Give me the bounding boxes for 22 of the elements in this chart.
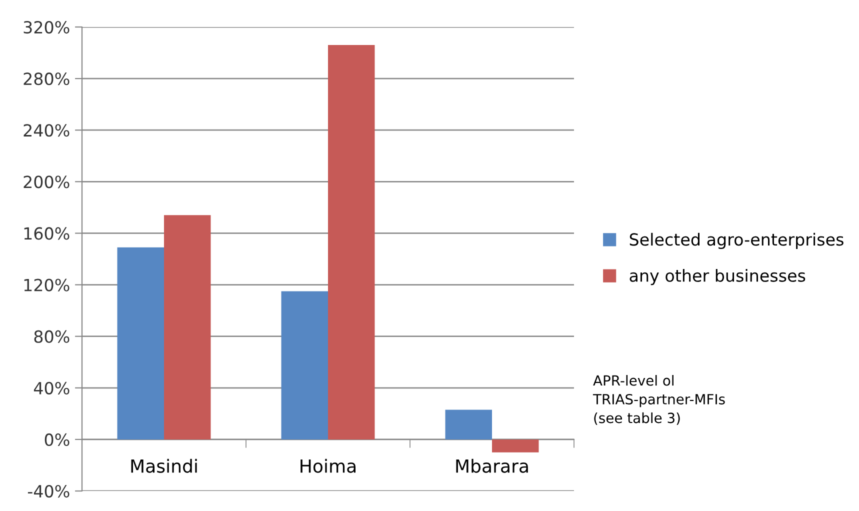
y-tick-label: 160% xyxy=(24,227,70,240)
y-tick-label: 40% xyxy=(34,382,70,394)
bar xyxy=(281,291,328,440)
y-tick-label: 0% xyxy=(44,433,70,446)
bar xyxy=(492,439,539,452)
bar xyxy=(328,45,375,440)
y-tick-label: 240% xyxy=(24,124,70,137)
y-tick-label: 80% xyxy=(34,330,70,343)
legend-label: Selected agro-enterprises xyxy=(630,232,844,249)
x-tick-label: Hoima xyxy=(300,458,356,473)
y-tick-label: 200% xyxy=(24,176,70,188)
x-tick-label: Mbarara xyxy=(456,458,528,473)
y-tick-label: 120% xyxy=(24,278,70,292)
y-tick-label: 320% xyxy=(24,20,70,34)
bar xyxy=(445,410,492,440)
legend-label: any other businesses xyxy=(630,269,806,286)
text: APR-level ol TRIAS-partner-MFIs (see table 3) xyxy=(592,375,725,425)
y-tick-label: 280% xyxy=(24,72,70,86)
bar xyxy=(164,215,211,440)
x-tick-label: Masindi xyxy=(131,458,197,473)
bar xyxy=(117,247,164,440)
y-tick-label: -40% xyxy=(28,484,70,498)
